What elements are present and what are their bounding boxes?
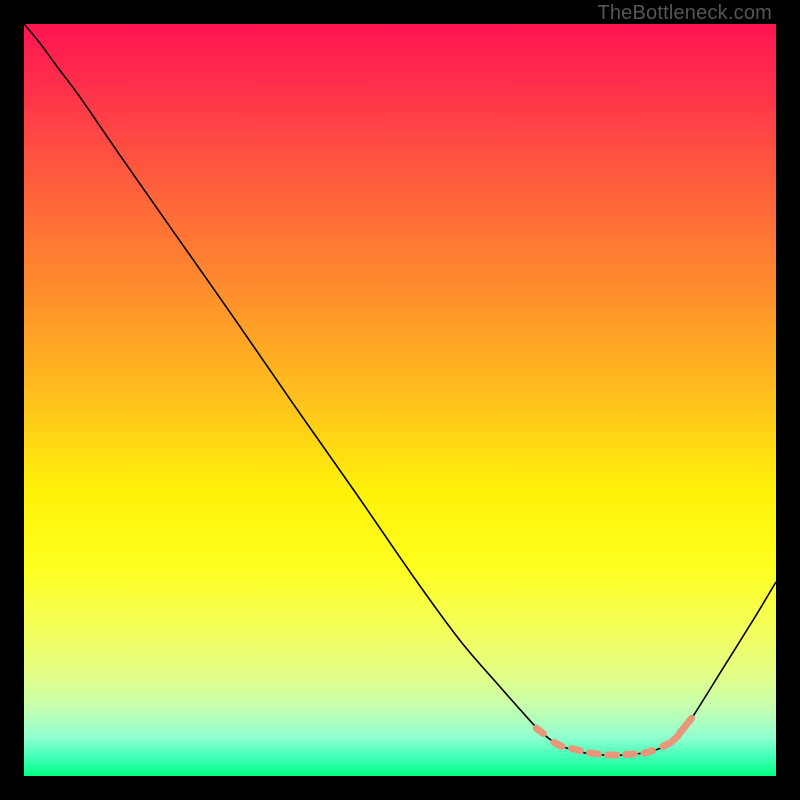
curve-marker <box>604 751 620 758</box>
chart-root: TheBottleneck.com <box>0 0 800 800</box>
plot-svg <box>24 24 776 776</box>
gradient-background <box>24 24 776 776</box>
plot-area <box>24 24 776 776</box>
watermark-text: TheBottleneck.com <box>597 2 772 25</box>
